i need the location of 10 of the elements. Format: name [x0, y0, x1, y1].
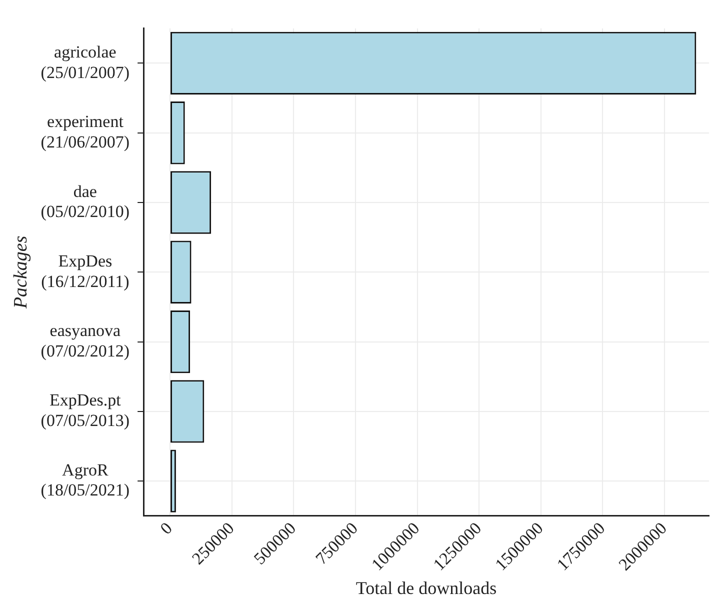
y-tick-label: experiment (21/06/2007) — [40, 112, 130, 152]
y-tick-label: ExpDes (16/12/2011) — [41, 251, 130, 291]
y-tick-label: AgroR (18/05/2021) — [40, 460, 130, 500]
y-tick-label: dae (05/02/2010) — [40, 182, 130, 222]
y-tick-label: ExpDes.pt (07/05/2013) — [40, 390, 130, 430]
y-tick-label: easyanova (07/02/2012) — [40, 321, 130, 360]
y-axis-title: Packages — [10, 236, 32, 310]
x-tick-label: 0 — [156, 518, 176, 538]
y-tick-label: agricolae (25/01/2007) — [40, 42, 130, 82]
x-axis-title: Total de downloads — [356, 578, 497, 598]
